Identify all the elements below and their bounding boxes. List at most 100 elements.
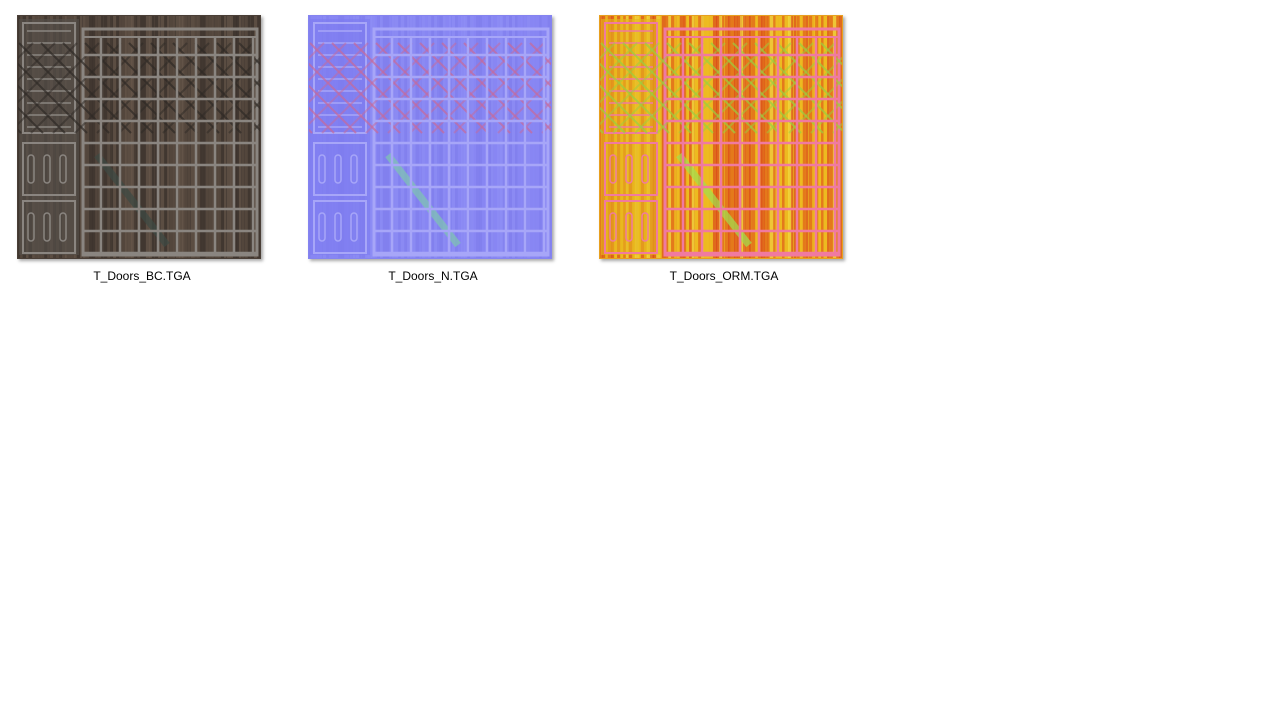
texture-detail <box>740 15 745 259</box>
texture-detail <box>431 15 436 259</box>
file-name[interactable]: T_Doors_BC.TGA <box>93 269 191 283</box>
file-item[interactable]: T_Doors_N.TGA <box>308 15 558 290</box>
texture-detail <box>692 15 695 259</box>
texture-detail <box>599 83 648 134</box>
file-name[interactable]: T_Doors_ORM.TGA <box>669 269 779 283</box>
texture-detail <box>407 15 410 259</box>
texture-detail <box>604 200 658 254</box>
texture-detail <box>404 15 408 259</box>
texture-detail <box>128 42 220 134</box>
texture-detail <box>380 15 383 259</box>
texture-detail <box>215 15 219 259</box>
texture-detail <box>318 212 326 242</box>
texture-detail <box>754 42 843 133</box>
texture-detail <box>688 42 780 134</box>
texture-detail <box>236 15 239 259</box>
texture-detail <box>609 212 617 242</box>
file-name[interactable]: T_Doors_N.TGA <box>388 269 478 283</box>
texture-detail <box>203 15 206 259</box>
texture-detail <box>704 15 708 259</box>
texture-detail <box>30 42 122 134</box>
texture-detail <box>22 142 76 196</box>
texture-detail <box>512 15 516 259</box>
texture-detail <box>725 15 730 259</box>
texture-detail <box>122 15 127 259</box>
texture-detail <box>710 15 713 259</box>
texture-detail <box>197 15 201 259</box>
texture-detail <box>149 15 152 259</box>
texture-detail <box>518 15 522 259</box>
texture-detail <box>152 15 155 259</box>
texture-detail <box>601 19 661 255</box>
texture-detail <box>118 42 210 134</box>
texture-detail <box>164 15 168 259</box>
texture-detail <box>461 15 466 259</box>
texture-detail <box>734 15 738 259</box>
texture-detail <box>17 83 66 134</box>
texture-detail <box>599 105 626 134</box>
texture-detail <box>671 15 676 259</box>
texture-detail <box>416 15 421 259</box>
texture-detail <box>539 15 542 259</box>
texture-detail <box>245 15 248 259</box>
texture-detail <box>674 15 677 259</box>
texture-detail <box>824 15 828 259</box>
texture-detail <box>746 15 751 259</box>
texture-detail <box>182 15 185 259</box>
texture-detail <box>455 15 458 259</box>
texture-detail <box>803 15 806 259</box>
texture-detail <box>752 15 756 259</box>
texture-detail <box>536 15 541 259</box>
texture-detail <box>308 42 347 83</box>
thumbnail <box>17 15 261 259</box>
texture-detail <box>308 105 335 134</box>
texture-detail <box>779 15 783 259</box>
texture-detail <box>509 15 512 259</box>
texture-detail <box>818 15 822 259</box>
texture-detail <box>331 42 423 134</box>
texture-detail <box>488 15 492 259</box>
texture-detail <box>827 15 830 259</box>
thumbnail <box>308 15 552 259</box>
texture-detail <box>161 15 165 259</box>
texture-detail <box>397 42 489 134</box>
texture-detail <box>116 15 120 259</box>
texture-detail <box>612 42 704 134</box>
texture-detail <box>188 15 191 259</box>
texture-detail <box>107 15 112 259</box>
texture-detail <box>464 15 468 259</box>
texture-detail <box>167 15 170 259</box>
texture-detail <box>52 42 144 134</box>
texture-detail <box>309 42 401 134</box>
texture-detail <box>722 15 725 259</box>
texture-detail <box>530 15 534 259</box>
texture-detail <box>170 15 175 259</box>
texture-detail <box>179 15 183 259</box>
texture-detail <box>458 15 462 259</box>
texture-detail <box>695 15 700 259</box>
texture-detail <box>698 15 703 259</box>
texture-detail <box>599 61 670 134</box>
texture-detail <box>92 15 97 259</box>
texture-detail <box>59 154 67 184</box>
texture-detail <box>599 42 682 127</box>
texture-detail <box>500 15 505 259</box>
texture-detail <box>242 15 245 259</box>
texture-detail <box>413 15 416 259</box>
texture-detail <box>401 15 406 259</box>
texture-detail <box>143 15 146 259</box>
texture-detail <box>419 15 422 259</box>
file-item[interactable]: T_Doors_ORM.TGA <box>599 15 849 290</box>
thumbnail <box>599 15 843 259</box>
texture-detail <box>104 15 109 259</box>
texture-detail <box>96 42 188 134</box>
texture-detail <box>728 15 731 259</box>
texture-detail <box>17 42 78 105</box>
texture-detail <box>761 15 765 259</box>
texture-detail <box>470 15 474 259</box>
file-item[interactable]: T_Doors_BC.TGA <box>17 15 267 290</box>
texture-detail <box>350 212 358 242</box>
texture-detail <box>191 15 195 259</box>
texture-detail <box>452 15 456 259</box>
texture-detail <box>257 15 261 259</box>
